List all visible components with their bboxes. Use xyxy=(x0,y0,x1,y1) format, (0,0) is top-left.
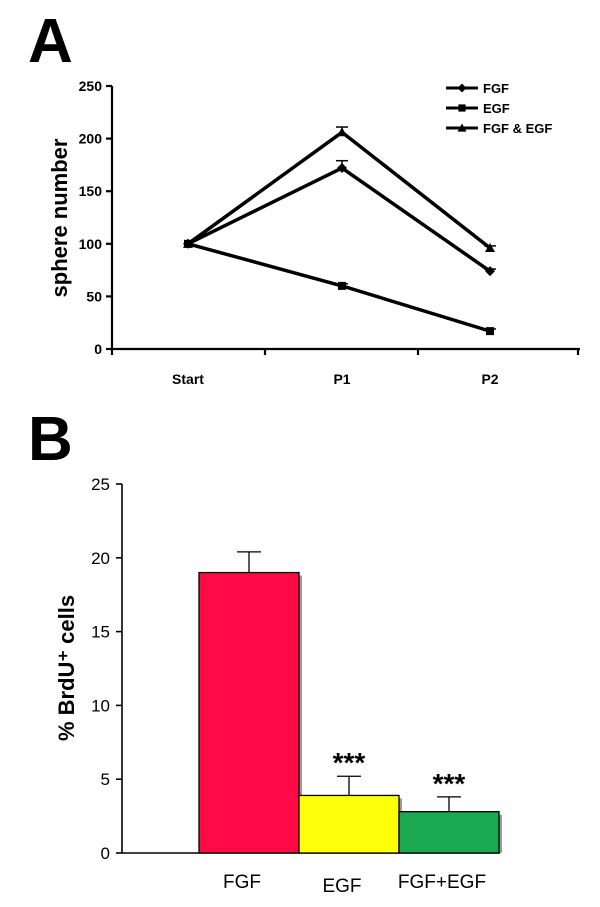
series-egf xyxy=(184,239,496,336)
series-line xyxy=(186,130,492,250)
x-tick-label: P1 xyxy=(333,371,350,387)
data-point-triangle xyxy=(183,238,193,248)
y-tick-label: 100 xyxy=(79,236,103,252)
data-point-diamond xyxy=(337,163,347,174)
y-tick-label: 0 xyxy=(101,844,110,863)
bar-fgf-egf xyxy=(398,811,500,854)
legend-label: FGF & EGF xyxy=(483,121,552,136)
data-point-triangle xyxy=(457,123,467,132)
data-point-triangle xyxy=(485,243,495,253)
data-point-diamond xyxy=(485,266,495,277)
y-tick-label: 50 xyxy=(86,288,102,304)
x-category-label: EGF xyxy=(322,876,361,897)
data-point-square xyxy=(486,327,494,336)
x-category-label: FGF+EGF xyxy=(398,872,486,893)
y-axis-label: % BrdU⁺ cells xyxy=(54,595,79,741)
data-point-triangle xyxy=(337,127,347,137)
legend: FGF EGF FGF & EGF xyxy=(446,81,552,136)
bar-fgf xyxy=(198,571,300,854)
y-tick-label: 250 xyxy=(79,78,103,94)
bar-chart-brdu: 0 5 10 15 20 25 % BrdU⁺ cells FGF *** EGF *** FGF+E… xyxy=(54,475,502,897)
panel-a-letter: A xyxy=(28,7,73,76)
data-point-square xyxy=(338,281,346,290)
series-fgf xyxy=(183,159,496,277)
x-tick-label: P2 xyxy=(481,371,498,387)
series-fgf-egf xyxy=(183,126,496,253)
y-axis-label: sphere number xyxy=(47,138,72,297)
y-tick-label: 25 xyxy=(91,475,110,494)
y-tick-label: 20 xyxy=(91,549,110,568)
y-tick-label: 5 xyxy=(101,770,110,789)
data-point-diamond xyxy=(457,83,467,93)
bar-egf xyxy=(298,794,400,854)
x-tick-label: Start xyxy=(172,371,204,387)
line-chart-sphere-number: 0 50 100 150 200 250 Start P1 P2 sphere number FGF… xyxy=(47,78,580,387)
y-tick-label: 200 xyxy=(79,131,103,147)
y-tick-label: 150 xyxy=(79,183,103,199)
x-category-label: FGF xyxy=(223,872,261,893)
legend-label: EGF xyxy=(483,101,510,116)
y-tick-label: 0 xyxy=(94,341,102,357)
y-tick-label: 10 xyxy=(91,696,110,715)
panel-b-letter: B xyxy=(28,405,73,474)
legend-label: FGF xyxy=(483,81,509,96)
significance-marker: *** xyxy=(433,768,466,799)
significance-marker: *** xyxy=(333,747,366,778)
y-tick-label: 15 xyxy=(91,623,110,642)
data-point-square xyxy=(458,104,466,112)
